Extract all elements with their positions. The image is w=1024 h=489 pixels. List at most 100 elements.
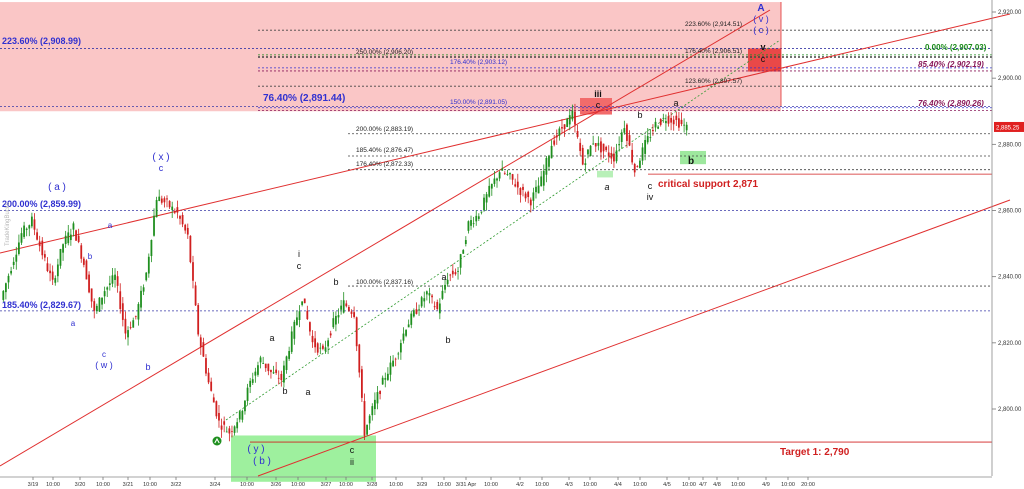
candle-body bbox=[490, 183, 493, 189]
candle-body bbox=[441, 290, 444, 299]
x-axis-tick-label: 10:00 bbox=[96, 482, 110, 488]
candle-body bbox=[225, 431, 228, 433]
wave-label: a bbox=[441, 272, 446, 282]
x-axis-tick-label: 10:00 bbox=[143, 482, 157, 488]
candle-body bbox=[64, 235, 67, 245]
y-axis-tick-label: 2,900.00 bbox=[998, 76, 1022, 82]
candle-body bbox=[332, 318, 335, 328]
candle-body bbox=[371, 406, 374, 416]
candle-body bbox=[38, 241, 41, 247]
candle-body bbox=[467, 221, 470, 231]
x-axis-tick-label: 10:00 bbox=[339, 482, 353, 488]
x-axis-tick-label: 10:00 bbox=[240, 482, 254, 488]
x-axis-tick-label: 4/4 bbox=[614, 482, 622, 488]
candle-body bbox=[548, 156, 550, 167]
candle-body bbox=[488, 185, 491, 197]
candle-body bbox=[649, 137, 652, 138]
wave-label: a bbox=[305, 387, 310, 397]
candle-body bbox=[483, 197, 485, 211]
candle-body bbox=[519, 188, 522, 195]
candle-body bbox=[646, 136, 649, 143]
candle-body bbox=[358, 344, 361, 373]
candle-body bbox=[264, 363, 267, 369]
candle-body bbox=[607, 152, 610, 157]
candle-body bbox=[366, 424, 368, 435]
x-axis-tick-label: 10:00 bbox=[781, 482, 795, 488]
candle-body bbox=[163, 198, 166, 203]
fib-label-mid: 176.40% (2,903.12) bbox=[450, 59, 507, 66]
candle-body bbox=[516, 181, 519, 188]
x-axis-tick-label: 4/7 bbox=[699, 482, 707, 488]
candle-body bbox=[641, 147, 644, 161]
candle-body bbox=[212, 397, 215, 403]
fib-label-right: 0.00% (2,907.03) bbox=[925, 43, 987, 52]
candle-body bbox=[69, 234, 72, 241]
x-axis-tick-label: 10:00 bbox=[535, 482, 549, 488]
candle-body bbox=[335, 315, 337, 325]
candle-body bbox=[639, 160, 641, 168]
candle-body bbox=[319, 347, 322, 349]
candle-body bbox=[311, 335, 314, 343]
x-axis-tick-label: 3/28 bbox=[367, 482, 378, 488]
fib-label-mid: 185.40% (2,876.47) bbox=[356, 147, 413, 154]
candle-body bbox=[116, 276, 119, 286]
candle-body bbox=[680, 119, 683, 125]
candle-body bbox=[553, 140, 556, 145]
candle-body bbox=[532, 192, 535, 201]
candle-body bbox=[412, 310, 415, 317]
wave-label: a bbox=[71, 319, 76, 328]
y-axis-tick-label: 2,840.00 bbox=[998, 275, 1022, 281]
candle-body bbox=[410, 313, 413, 325]
y-axis-tick-label: 2,920.00 bbox=[998, 10, 1022, 16]
candle-body bbox=[667, 116, 670, 124]
candle-body bbox=[672, 119, 675, 125]
candle-body bbox=[436, 302, 439, 310]
wave-label: b bbox=[637, 110, 642, 120]
y-axis-tick-label: 2,820.00 bbox=[998, 341, 1022, 347]
candle-body bbox=[10, 270, 12, 274]
candle-body bbox=[347, 307, 350, 311]
candle-body bbox=[444, 284, 446, 290]
candle-body bbox=[140, 290, 142, 308]
candle-body bbox=[28, 225, 31, 229]
candle-body bbox=[581, 147, 584, 165]
wave-label: v bbox=[760, 42, 765, 52]
candle-body bbox=[275, 369, 278, 373]
candle-body bbox=[454, 272, 457, 275]
candle-body bbox=[355, 317, 358, 347]
candle-body bbox=[392, 360, 394, 367]
fib-label-mid: 100.00% (2,837.16) bbox=[356, 279, 413, 286]
arrow-up-icon bbox=[214, 437, 220, 444]
watermark-text: TradeKingBucks bbox=[5, 202, 11, 246]
candle-body bbox=[529, 199, 532, 206]
candle-body bbox=[257, 365, 259, 375]
x-axis-tick-label: 4/2 bbox=[516, 482, 524, 488]
candle-body bbox=[202, 342, 205, 357]
candle-body bbox=[587, 149, 589, 155]
candle-body bbox=[480, 211, 483, 213]
wave-label: A bbox=[757, 3, 764, 14]
wave-v-box bbox=[748, 48, 781, 72]
candle-body bbox=[542, 170, 545, 186]
candle-body bbox=[62, 244, 64, 253]
candle-body bbox=[41, 240, 44, 256]
candle-body bbox=[218, 412, 220, 421]
candle-body bbox=[464, 240, 467, 244]
candle-body bbox=[108, 283, 111, 285]
candle-body bbox=[223, 421, 226, 425]
candle-body bbox=[345, 303, 348, 307]
candle-body bbox=[644, 139, 647, 154]
candle-body bbox=[98, 297, 101, 312]
candle-body bbox=[142, 287, 145, 292]
candle-body bbox=[67, 232, 70, 244]
candle-body bbox=[449, 274, 452, 276]
x-axis-tick-label: 4/9 bbox=[762, 482, 770, 488]
candle-body bbox=[134, 315, 137, 317]
candle-body bbox=[425, 291, 428, 295]
candle-body bbox=[150, 240, 153, 257]
candle-body bbox=[54, 278, 57, 283]
candle-body bbox=[418, 309, 420, 311]
candle-body bbox=[249, 380, 252, 387]
wave-b-marker bbox=[680, 150, 706, 165]
fib-label-left: 223.60% (2,908.99) bbox=[2, 36, 81, 46]
